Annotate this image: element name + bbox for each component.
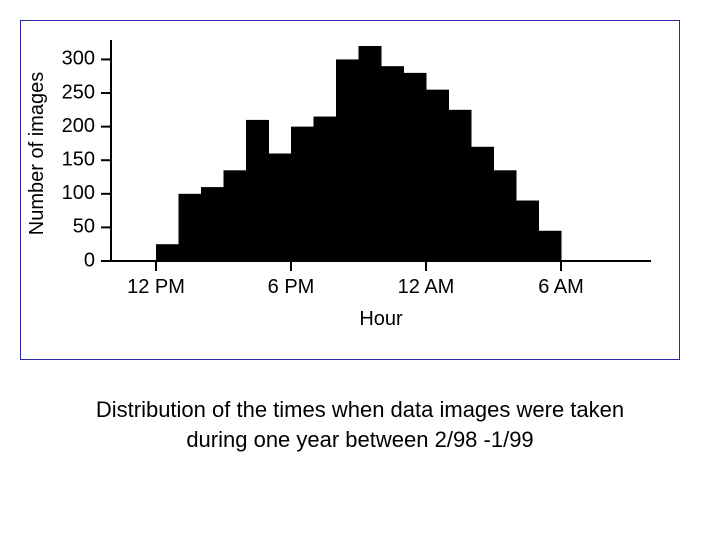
- histogram-bar: [291, 127, 314, 261]
- histogram-bar: [539, 231, 562, 261]
- histogram-bar: [156, 244, 179, 261]
- histogram-bar: [426, 90, 449, 261]
- histogram-bar: [201, 187, 224, 261]
- figure-border: 0 50 100 150 200 250 300 12 PM 6 PM 12 AM 6 AM Hour…: [20, 20, 680, 360]
- caption-line-1: Distribution of the times when data imag…: [96, 397, 624, 422]
- y-tick-label: 150: [62, 149, 95, 171]
- histogram-bar: [359, 46, 382, 261]
- histogram-bar: [179, 194, 202, 261]
- histogram-bar: [269, 154, 292, 262]
- histogram-bar: [381, 66, 404, 261]
- y-tick-label: 250: [62, 81, 95, 103]
- histogram-bar: [246, 120, 269, 261]
- x-tick-label: 6 AM: [538, 276, 584, 298]
- caption-line-2: during one year between 2/98 -1/99: [186, 427, 533, 452]
- y-tick-label: 200: [62, 115, 95, 137]
- y-tick-label: 50: [73, 216, 95, 238]
- histogram-chart: 0 50 100 150 200 250 300 12 PM 6 PM 12 AM 6 AM Hour…: [21, 21, 679, 359]
- histogram-bar: [336, 59, 359, 261]
- histogram-bar: [314, 117, 337, 261]
- x-tick-label: 12 AM: [398, 276, 455, 298]
- histogram-bar: [516, 201, 539, 261]
- y-tick-label: 100: [62, 182, 95, 204]
- figure-caption: Distribution of the times when data imag…: [0, 395, 720, 454]
- histogram-bar: [404, 73, 427, 261]
- x-tick-label: 6 PM: [268, 276, 315, 298]
- histogram-bar: [224, 170, 247, 261]
- y-tick-label: 300: [62, 48, 95, 70]
- x-tick-label: 12 PM: [127, 276, 185, 298]
- x-axis-label: Hour: [359, 308, 403, 330]
- y-tick-label: 0: [84, 249, 95, 271]
- histogram-bar: [471, 147, 494, 261]
- y-axis-label: Number of images: [26, 72, 48, 235]
- histogram-bar: [494, 170, 517, 261]
- histogram-bar: [449, 110, 472, 261]
